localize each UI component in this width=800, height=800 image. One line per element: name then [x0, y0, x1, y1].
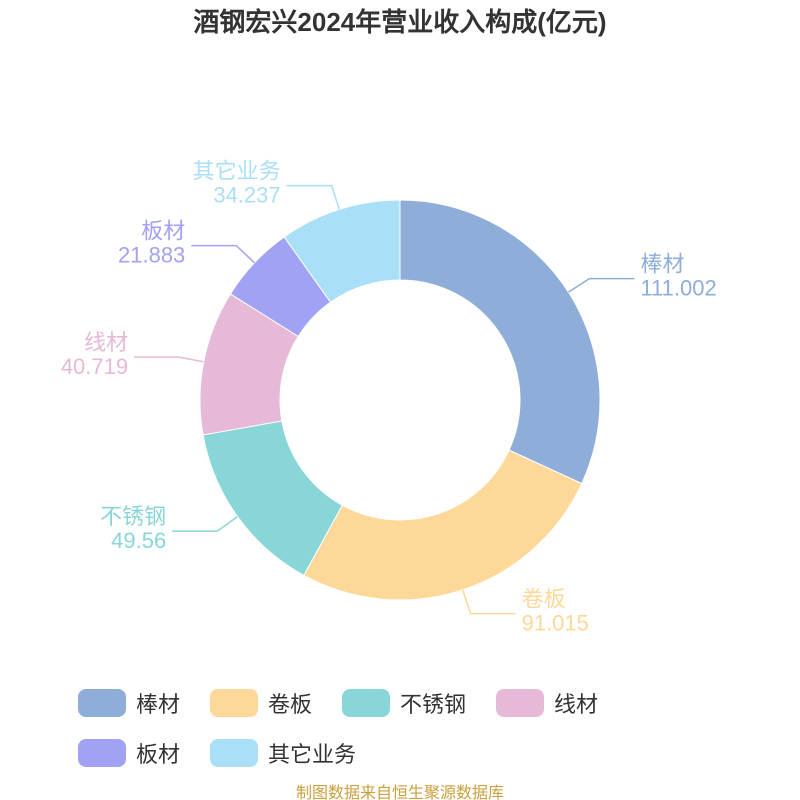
- legend-swatch: [210, 739, 259, 767]
- legend-label: 其它业务: [268, 742, 357, 767]
- legend-item[interactable]: 线材: [496, 688, 598, 718]
- value-label: 91.015: [522, 610, 589, 635]
- slice-label: 其它业务: [193, 158, 281, 183]
- legend: 棒材 卷板 不锈钢 线材板材 其它业务: [78, 688, 758, 768]
- legend-item[interactable]: 棒材: [78, 688, 180, 718]
- slice-label: 卷板: [522, 586, 566, 611]
- slice-label: 棒材: [640, 251, 684, 276]
- legend-item[interactable]: 不锈钢: [342, 688, 466, 718]
- slice-label: 不锈钢: [100, 504, 166, 529]
- leader-line: [567, 277, 635, 293]
- donut-slice: [283, 199, 401, 303]
- donut-slice: [303, 449, 583, 601]
- legend-label: 卷板: [268, 692, 313, 717]
- source: 制图数据来自恒生聚源数据库: [295, 785, 504, 800]
- value-label: 21.883: [118, 242, 185, 267]
- legend-label: 棒材: [136, 692, 181, 717]
- value-label: 34.237: [213, 182, 280, 207]
- value-label: 111.002: [640, 275, 716, 300]
- leader-line: [134, 356, 204, 363]
- legend-swatch: [78, 739, 126, 767]
- leader-line: [191, 244, 256, 264]
- legend-swatch: [78, 689, 126, 717]
- leader-line: [462, 589, 516, 615]
- chart-title: 酒钢宏兴2024年营业收入构成(亿元): [193, 7, 606, 37]
- legend-item[interactable]: 其它业务: [210, 738, 356, 768]
- legend-item[interactable]: 板材: [78, 738, 180, 768]
- leader-line: [286, 184, 340, 210]
- legend-label: 板材: [136, 742, 181, 767]
- leader-line: [172, 515, 238, 532]
- slice-label: 板材: [141, 218, 185, 243]
- legend-label: 线材: [554, 692, 599, 717]
- legend-item[interactable]: 卷板: [210, 688, 312, 718]
- legend-label: 不锈钢: [400, 692, 467, 717]
- value-label: 40.719: [61, 354, 128, 379]
- legend-swatch: [210, 689, 259, 717]
- legend-swatch: [342, 689, 391, 717]
- value-label: 49.56: [111, 528, 166, 553]
- donut-slice: [399, 199, 601, 485]
- slice-label: 线材: [84, 330, 128, 355]
- legend-swatch: [496, 689, 545, 717]
